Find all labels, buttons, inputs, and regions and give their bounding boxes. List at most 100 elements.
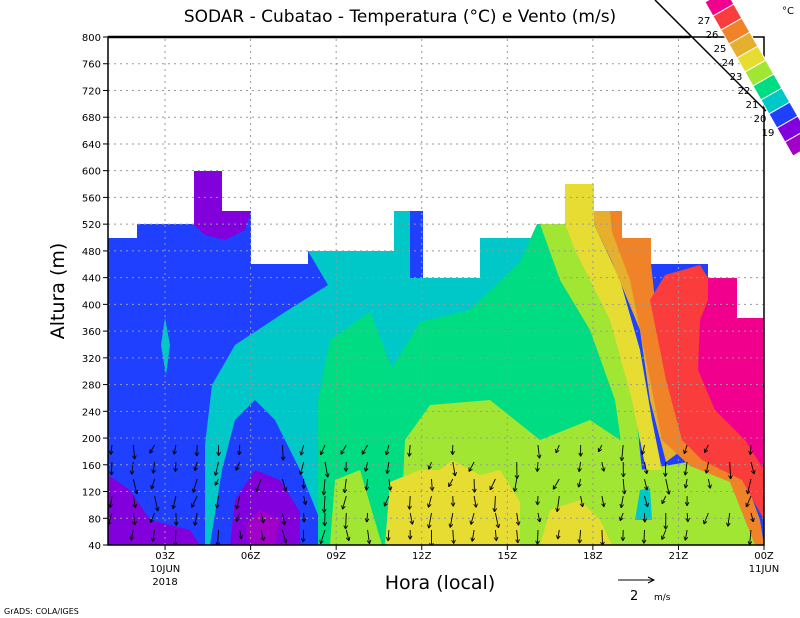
wind-vector	[154, 495, 160, 512]
wind-vector	[555, 444, 560, 454]
wind-vector	[132, 512, 137, 526]
grads-credit: GrADS: COLA/IGES	[4, 607, 79, 616]
wind-vector	[750, 461, 756, 475]
wind-vector	[407, 444, 412, 457]
wind-vector	[387, 478, 393, 491]
wind-vector	[750, 512, 755, 523]
wind-vector	[470, 529, 475, 542]
wind-vector	[238, 529, 243, 540]
region-yellow-band	[565, 184, 662, 470]
wind-vector	[366, 529, 372, 545]
y-tick-label: 400	[82, 300, 101, 311]
wind-vector	[132, 478, 139, 495]
region-yellow-low	[385, 460, 520, 545]
y-tick-label: 680	[82, 113, 101, 124]
wind-vector	[214, 495, 220, 509]
wind-vector	[643, 461, 649, 475]
y-tick-label: 80	[88, 514, 101, 525]
y-tick-label: 120	[82, 488, 101, 499]
wind-vector	[301, 512, 307, 523]
x-tick-label: 09Z	[326, 551, 346, 562]
reference-vector-head	[647, 576, 656, 584]
wind-vector	[235, 512, 241, 522]
wind-vector	[492, 495, 498, 513]
wind-vector	[448, 478, 454, 487]
wind-vector	[621, 478, 627, 495]
x-tick-label: 00Z	[754, 551, 774, 562]
x-tick-date: 11JUN	[749, 564, 779, 575]
wind-vector	[172, 444, 177, 455]
wind-vector	[281, 529, 288, 544]
wind-vector	[468, 461, 475, 472]
wind-vector	[661, 529, 667, 540]
wind-vector	[644, 495, 649, 508]
wind-vector	[683, 478, 689, 489]
wind-vector	[489, 478, 496, 491]
wind-vector	[728, 461, 733, 480]
wind-vector	[301, 478, 307, 489]
wind-vector	[383, 495, 390, 507]
wind-vector	[151, 461, 156, 474]
wind-vector	[621, 461, 626, 478]
wind-vector	[361, 444, 368, 455]
wind-vector	[255, 478, 262, 493]
wind-vector	[132, 495, 138, 509]
y-tick-label: 200	[82, 434, 101, 445]
y-tick-label: 480	[82, 247, 101, 258]
wind-vector	[707, 478, 712, 489]
wind-vector	[319, 529, 326, 545]
wind-vector	[640, 444, 646, 455]
wind-vector	[600, 461, 606, 472]
y-tick-label: 360	[82, 327, 101, 338]
wind-vector	[214, 478, 219, 486]
wind-vector	[450, 495, 456, 507]
wind-vector	[129, 461, 135, 475]
legend-divider	[654, 0, 767, 112]
wind-vector	[685, 512, 690, 523]
wind-vector	[342, 478, 348, 494]
legend-level-label: 25	[714, 44, 727, 55]
region-purple-top	[194, 171, 251, 240]
wind-vector	[171, 495, 177, 510]
wind-vector	[235, 461, 241, 471]
wind-vector	[512, 478, 518, 492]
wind-vector	[745, 495, 752, 508]
y-tick-label: 40	[88, 541, 101, 552]
wind-vector	[427, 495, 432, 508]
wind-vector	[150, 478, 156, 490]
wind-vector	[452, 461, 457, 477]
wind-vector	[514, 461, 520, 480]
legend-level-label: 20	[754, 114, 767, 125]
wind-vector	[324, 461, 330, 478]
legend-level-label: 21	[746, 100, 759, 111]
wind-vector	[577, 478, 582, 488]
x-tick-label: 21Z	[669, 551, 689, 562]
wind-vector	[601, 495, 606, 508]
x-tick-label: 15Z	[498, 551, 518, 562]
wind-vector	[472, 478, 477, 493]
y-tick-label: 520	[82, 220, 101, 231]
wind-vector	[619, 444, 625, 462]
legend-level-label: 23	[730, 72, 743, 83]
wind-vector	[535, 495, 540, 506]
wind-vector	[427, 512, 432, 529]
wind-vector	[302, 495, 308, 506]
wind-vector	[536, 512, 542, 523]
wind-vector	[299, 461, 305, 475]
wind-vector	[149, 512, 156, 524]
wind-vector	[579, 495, 585, 508]
wind-vector	[515, 529, 520, 544]
y-axis-label: Altura (m)	[47, 243, 69, 340]
wind-vector	[194, 444, 200, 457]
reference-vector-unit: m/s	[654, 593, 671, 603]
wind-vector	[683, 461, 688, 476]
wind-vector	[473, 495, 478, 508]
wind-vector	[363, 461, 369, 472]
wind-vector	[215, 529, 221, 545]
grid-lines	[108, 37, 764, 545]
wind-vector	[450, 444, 455, 455]
wind-vector	[619, 495, 624, 509]
legend-level-label: 19	[762, 128, 775, 139]
